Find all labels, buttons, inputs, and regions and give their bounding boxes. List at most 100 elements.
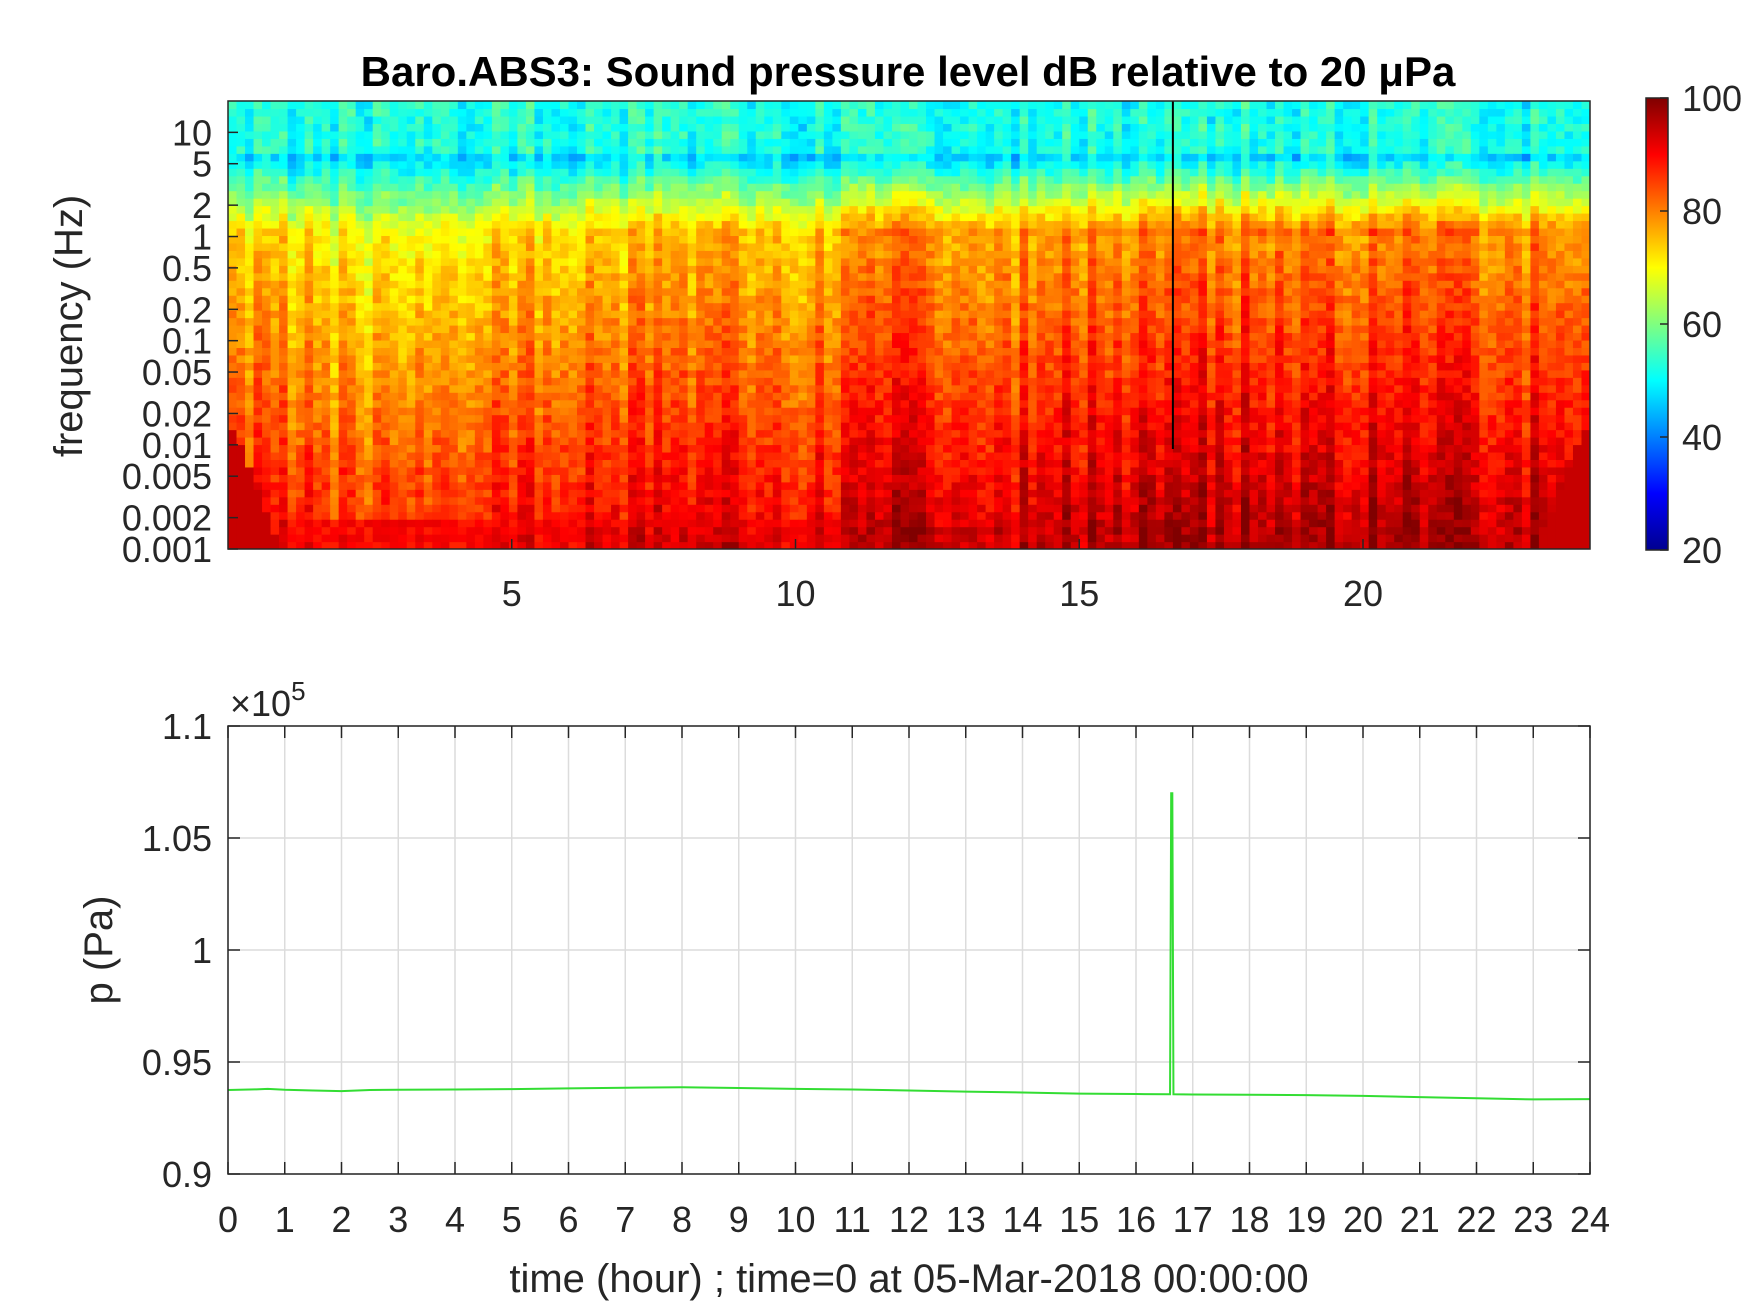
spectrogram-cell bbox=[900, 422, 910, 431]
spectrogram-cell bbox=[398, 437, 408, 446]
spectrogram-cell bbox=[789, 496, 799, 505]
spectrogram-cell bbox=[432, 496, 442, 505]
spectrogram-cell bbox=[602, 422, 612, 431]
spectrogram-cell bbox=[466, 130, 476, 139]
spectrogram-cell bbox=[806, 250, 816, 259]
spectrogram-cell bbox=[381, 489, 391, 498]
spectrogram-cell bbox=[491, 459, 501, 468]
spectrogram-cell bbox=[287, 392, 297, 401]
spectrogram-cell bbox=[806, 287, 816, 296]
spectrogram-cell bbox=[389, 459, 399, 468]
spectrogram-cell bbox=[789, 175, 799, 184]
spectrogram-cell bbox=[721, 145, 731, 154]
spectrogram-cell bbox=[764, 511, 774, 520]
spectrogram-cell bbox=[559, 362, 570, 371]
spectrogram-cell bbox=[245, 145, 255, 154]
spectrogram-cell bbox=[287, 302, 297, 311]
spectrogram-cell bbox=[491, 369, 501, 378]
spectrogram-cell bbox=[389, 384, 399, 393]
spectrogram-cell bbox=[525, 115, 536, 124]
spectrogram-cell bbox=[398, 257, 408, 266]
spectrogram-cell bbox=[696, 227, 706, 236]
spectrogram-cell bbox=[321, 496, 331, 505]
spectrogram-cell bbox=[866, 280, 876, 289]
spectrogram-cell bbox=[474, 138, 484, 147]
spectrogram-cell bbox=[747, 339, 757, 348]
spectrogram-cell bbox=[917, 496, 927, 505]
spectrogram-cell bbox=[857, 272, 868, 281]
spectrogram-cell bbox=[602, 392, 612, 401]
spectrogram-cell bbox=[432, 168, 442, 177]
spectrogram-cell bbox=[619, 534, 629, 543]
spectrogram-cell bbox=[500, 280, 510, 289]
spectrogram-cell bbox=[483, 123, 493, 132]
spectrogram-cell bbox=[483, 347, 493, 356]
spectrogram-cell bbox=[857, 213, 868, 222]
spectrogram-cell bbox=[645, 145, 655, 154]
spectrogram-cell bbox=[296, 272, 306, 281]
spectrogram-cell bbox=[355, 317, 365, 326]
spectrogram-cell bbox=[389, 519, 399, 528]
spectrogram-cell bbox=[517, 168, 527, 177]
spectrogram-cell bbox=[338, 220, 348, 229]
spectrogram-cell bbox=[253, 272, 263, 281]
spectrogram-cell bbox=[389, 466, 399, 475]
spectrogram-cell bbox=[670, 280, 680, 289]
spectrogram-cell bbox=[789, 205, 799, 214]
spectrogram-cell bbox=[662, 481, 672, 490]
spectrogram-cell bbox=[517, 198, 527, 207]
spectrogram-cell bbox=[883, 422, 893, 431]
spectrogram-cell bbox=[381, 227, 391, 236]
spectrogram-cell bbox=[891, 422, 902, 431]
spectrogram-cell bbox=[287, 280, 297, 289]
spectrogram-cell bbox=[517, 138, 527, 147]
spectrogram-cell bbox=[321, 198, 331, 207]
spectrogram-cell bbox=[551, 362, 561, 371]
spectrogram-cell bbox=[474, 235, 484, 244]
spectrogram-cell bbox=[696, 496, 706, 505]
spectrogram-cell bbox=[883, 392, 893, 401]
spectrogram-cell bbox=[525, 123, 536, 132]
spectrogram-cell bbox=[457, 242, 467, 251]
spectrogram-cell bbox=[262, 198, 272, 207]
spectrogram-cell bbox=[287, 317, 297, 326]
spectrogram-cell bbox=[585, 175, 595, 184]
spectrogram-cell bbox=[619, 205, 629, 214]
spectrogram-cell bbox=[355, 422, 365, 431]
spectrogram-cell bbox=[415, 115, 425, 124]
spectrogram-cell bbox=[330, 213, 340, 222]
spectrogram-cell bbox=[347, 534, 357, 543]
spectrogram-cell bbox=[491, 160, 501, 169]
spectrogram-cell bbox=[253, 101, 263, 110]
spectrogram-cell bbox=[372, 190, 382, 199]
spectrogram-cell bbox=[457, 272, 467, 281]
spectrogram-cell bbox=[330, 466, 340, 475]
spectrogram-cell bbox=[696, 145, 706, 154]
spectrogram-cell bbox=[594, 534, 604, 543]
spectrogram-cell bbox=[364, 444, 374, 453]
spectrogram-cell bbox=[551, 302, 561, 311]
spectrogram-cell bbox=[747, 429, 757, 438]
spectrogram-cell bbox=[926, 138, 936, 147]
spectrogram-cell bbox=[687, 183, 697, 192]
spectrogram-cell bbox=[772, 377, 782, 386]
spectrogram-cell bbox=[857, 362, 868, 371]
spectrogram-cell bbox=[594, 160, 604, 169]
spectrogram-cell bbox=[926, 451, 936, 460]
spectrogram-cell bbox=[926, 504, 936, 513]
spectrogram-cell bbox=[730, 257, 740, 266]
spectrogram-cell bbox=[542, 250, 553, 259]
spectrogram-cell bbox=[440, 130, 450, 139]
spectrogram-cell bbox=[474, 183, 484, 192]
spectrogram-cell bbox=[508, 213, 519, 222]
spectrogram-cell bbox=[730, 414, 740, 423]
spectrogram-cell bbox=[696, 213, 706, 222]
spectrogram-cell bbox=[236, 526, 246, 535]
spectrogram-cell bbox=[364, 407, 374, 416]
spectrogram-cell bbox=[423, 183, 433, 192]
spectrogram-cell bbox=[806, 407, 816, 416]
spectrogram-cell bbox=[279, 325, 289, 334]
spectrogram-cell bbox=[406, 302, 416, 311]
spectrogram-cell bbox=[823, 198, 833, 207]
spectrogram-cell bbox=[823, 138, 833, 147]
